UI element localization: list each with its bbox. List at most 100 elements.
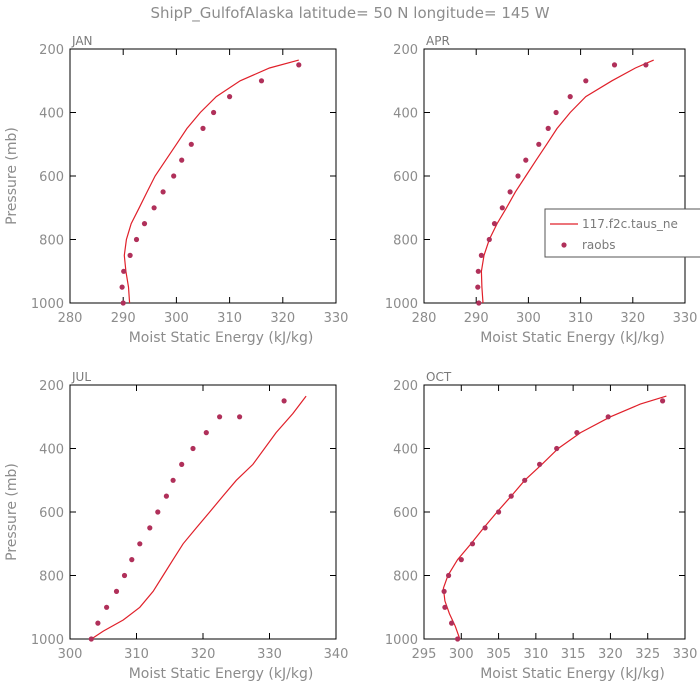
x-tick-label: 290 xyxy=(111,311,136,326)
x-tick-label: 320 xyxy=(191,647,216,662)
x-tick-label: 340 xyxy=(324,647,349,662)
figure-title: ShipP_GulfofAlaska latitude= 50 N longit… xyxy=(150,4,549,23)
x-tick-label: 295 xyxy=(412,647,437,662)
raobs-point xyxy=(120,300,126,306)
x-tick-label: 300 xyxy=(164,311,189,326)
raobs-point xyxy=(147,525,153,531)
raobs-point xyxy=(446,572,452,579)
y-tick-label: 800 xyxy=(39,570,64,585)
raobs-point xyxy=(119,284,125,290)
raobs-point xyxy=(515,173,521,179)
legend-box xyxy=(544,208,700,258)
raobs-point xyxy=(475,268,481,274)
raobs-point xyxy=(113,588,120,595)
raobs-point xyxy=(536,141,542,147)
raobs-point xyxy=(554,445,560,452)
raobs-point xyxy=(203,430,209,436)
panel-jul: JUL 300 310 320 330 340 200 400 600 800 1000 Moist … xyxy=(4,370,348,682)
x-tick-label: 310 xyxy=(568,311,593,326)
y-tick-label: 400 xyxy=(393,107,418,122)
legend-raobs-swatch xyxy=(561,242,567,248)
raobs-point xyxy=(170,477,176,483)
raobs-point xyxy=(486,236,492,243)
x-axis-label: Moist Static Energy (kJ/kg) xyxy=(129,330,314,346)
y-tick-label: 200 xyxy=(393,43,418,58)
raobs-point xyxy=(121,268,127,274)
model-line xyxy=(442,395,667,639)
panel-label: OCT xyxy=(426,370,452,384)
y-tick-label: 1000 xyxy=(31,297,64,312)
panel-jan: JAN 280 290 300 310 320 330 200 400 600 800 1000 Moi… xyxy=(4,34,348,346)
raobs-point xyxy=(611,62,618,68)
panel-apr: APR 280 290 300 310 320 330 200 400 600 800 1000 Moi… xyxy=(385,34,698,346)
x-tick-label: 300 xyxy=(449,647,474,662)
y-axis-label: Pressure (mb) xyxy=(4,463,20,561)
raobs-point xyxy=(188,141,194,147)
y-tick-label: 1000 xyxy=(385,633,418,648)
y-tick-label: 400 xyxy=(39,443,64,458)
x-tick-label: 330 xyxy=(673,647,698,662)
plot-frame xyxy=(69,384,337,640)
x-tick-label: 330 xyxy=(324,311,349,326)
x-axis-label: Moist Static Energy (kJ/kg) xyxy=(129,666,314,682)
x-tick-label: 320 xyxy=(270,311,295,326)
raobs-point xyxy=(104,604,110,610)
raobs-point xyxy=(211,109,217,116)
model-line xyxy=(480,59,654,303)
raobs-point xyxy=(95,620,101,626)
y-tick-label: 800 xyxy=(39,234,64,249)
x-tick-label: 300 xyxy=(58,647,83,662)
raobs-point xyxy=(171,173,177,179)
x-tick-label: 310 xyxy=(523,647,548,662)
y-tick-label: 400 xyxy=(39,107,64,122)
raobs-point xyxy=(160,189,166,195)
panel-label: JAN xyxy=(71,34,93,48)
model-line xyxy=(123,59,299,303)
x-tick-label: 280 xyxy=(58,311,83,326)
raobs-point xyxy=(476,300,482,306)
raobs-point xyxy=(507,189,513,195)
x-tick-label: 330 xyxy=(257,647,282,662)
y-tick-label: 800 xyxy=(393,570,418,585)
x-axis-label: Moist Static Energy (kJ/kg) xyxy=(480,330,665,346)
y-tick-label: 200 xyxy=(39,43,64,58)
panels: JAN 280 290 300 310 320 330 200 400 600 800 1000 Moi… xyxy=(4,34,697,682)
raobs-point xyxy=(227,94,233,100)
x-tick-label: 300 xyxy=(516,311,541,326)
raobs-point xyxy=(127,252,133,258)
raobs-point xyxy=(508,493,514,499)
y-tick-label: 1000 xyxy=(385,297,418,312)
panel-label: APR xyxy=(426,34,450,48)
raobs-point xyxy=(469,541,476,547)
raobs-point xyxy=(88,636,94,642)
raobs-point xyxy=(137,541,143,547)
raobs-point xyxy=(258,78,265,84)
x-tick-label: 280 xyxy=(412,311,437,326)
raobs-point xyxy=(190,445,196,452)
raobs-point xyxy=(499,205,505,211)
y-axis-label: Pressure (mb) xyxy=(4,127,20,225)
x-tick-label: 320 xyxy=(598,647,623,662)
x-tick-label: 320 xyxy=(620,311,645,326)
y-tick-label: 200 xyxy=(393,379,418,394)
x-tick-label: 290 xyxy=(464,311,489,326)
raobs-point xyxy=(478,252,484,258)
plot-frame xyxy=(423,384,686,640)
y-tick-label: 800 xyxy=(393,234,418,249)
raobs-point xyxy=(179,157,185,163)
raobs-point xyxy=(458,557,464,563)
y-tick-label: 1000 xyxy=(31,633,64,648)
panel-label: JUL xyxy=(71,370,91,384)
raobs-point xyxy=(163,493,169,499)
raobs-point xyxy=(151,205,157,211)
raobs-point xyxy=(660,398,666,404)
y-tick-label: 600 xyxy=(393,170,418,185)
plot-frame xyxy=(423,48,686,304)
raobs-point xyxy=(281,398,287,404)
raobs-point xyxy=(133,236,140,243)
x-tick-label: 330 xyxy=(673,311,698,326)
raobs-point xyxy=(537,461,543,467)
raobs-point xyxy=(141,221,148,227)
